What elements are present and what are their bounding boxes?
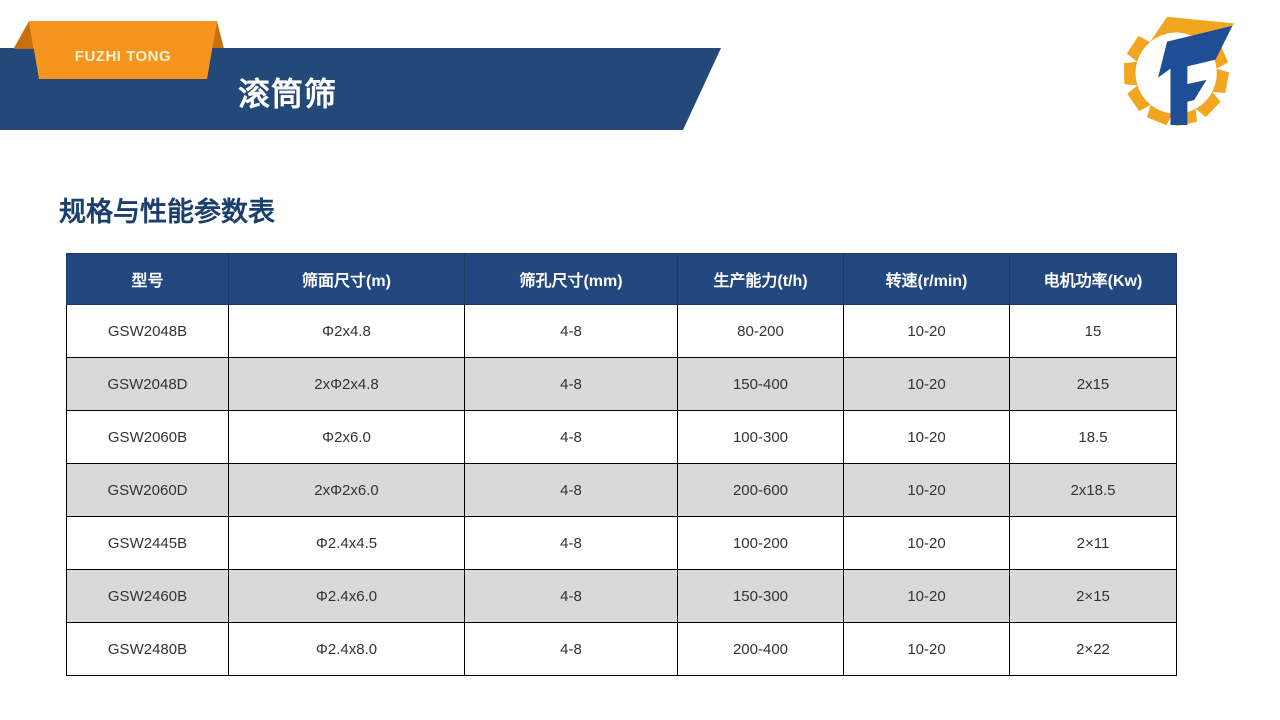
svg-text:FUZHI TONG: FUZHI TONG (75, 48, 171, 65)
